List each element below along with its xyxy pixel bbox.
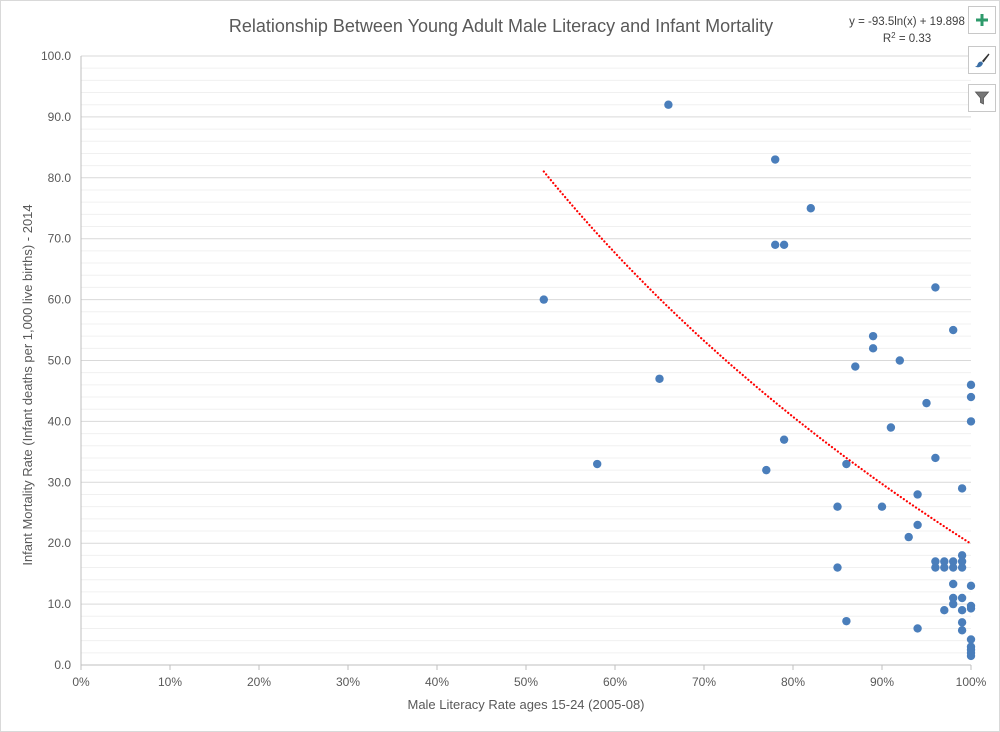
data-point bbox=[664, 100, 673, 109]
y-tick-label: 30.0 bbox=[48, 475, 72, 489]
x-tick-label: 80% bbox=[781, 675, 805, 689]
data-point bbox=[957, 557, 967, 566]
major-gridlines bbox=[81, 55, 971, 605]
data-point bbox=[957, 484, 967, 493]
trendline-equation: y = -93.5ln(x) + 19.898 bbox=[849, 16, 965, 28]
data-point bbox=[931, 557, 940, 566]
data-point bbox=[957, 551, 967, 560]
data-point bbox=[771, 155, 780, 164]
data-point bbox=[539, 295, 548, 304]
data-point bbox=[655, 374, 664, 383]
x-tick-label: 70% bbox=[692, 675, 716, 689]
data-point bbox=[957, 563, 967, 572]
chart-title: Relationship Between Young Adult Male Li… bbox=[229, 16, 773, 36]
brush-icon bbox=[975, 53, 990, 68]
minor-gridlines bbox=[81, 67, 971, 654]
data-point bbox=[895, 356, 904, 365]
y-tick-label: 80.0 bbox=[48, 171, 72, 185]
data-point bbox=[966, 581, 976, 591]
data-point bbox=[957, 593, 967, 603]
data-point bbox=[779, 435, 789, 444]
data-point bbox=[966, 417, 976, 426]
data-point bbox=[886, 423, 896, 432]
data-point bbox=[913, 520, 922, 530]
data-point bbox=[940, 563, 949, 572]
plus-icon bbox=[976, 14, 988, 26]
data-point bbox=[771, 240, 780, 249]
y-tick-label: 60.0 bbox=[48, 293, 72, 307]
y-tick-label: 90.0 bbox=[48, 110, 72, 124]
data-point bbox=[957, 618, 967, 627]
data-point bbox=[949, 557, 958, 566]
data-point bbox=[949, 579, 958, 589]
x-tick-label: 20% bbox=[247, 675, 271, 689]
y-tick-label: 40.0 bbox=[48, 414, 72, 428]
y-tick-label: 70.0 bbox=[48, 232, 72, 246]
data-point bbox=[957, 605, 967, 615]
data-point bbox=[949, 325, 958, 335]
chart-styles-button[interactable] bbox=[968, 46, 996, 74]
data-point bbox=[949, 563, 958, 572]
data-point bbox=[762, 465, 771, 475]
filter-icon bbox=[974, 91, 990, 105]
y-tick-label: 0.0 bbox=[54, 658, 71, 672]
data-point bbox=[842, 459, 851, 469]
x-tick-label: 0% bbox=[72, 675, 90, 689]
x-tick-label: 90% bbox=[870, 675, 894, 689]
data-point bbox=[922, 398, 931, 408]
trendline-layer bbox=[542, 170, 973, 545]
data-point bbox=[842, 616, 851, 626]
data-point bbox=[877, 502, 887, 511]
chart-filters-button[interactable] bbox=[968, 84, 996, 112]
x-tick-label: 60% bbox=[603, 675, 627, 689]
x-tick-label: 50% bbox=[514, 675, 538, 689]
y-tick-labels: 0.0 10.0 20.0 30.0 40.0 50.0 60.0 70.0 80.0 90.0 1… bbox=[41, 49, 71, 672]
x-tick-label: 40% bbox=[425, 675, 449, 689]
data-point bbox=[940, 557, 949, 566]
data-point bbox=[966, 651, 976, 661]
add-chart-element-button[interactable] bbox=[968, 6, 996, 34]
x-tick-label: 100% bbox=[956, 675, 987, 689]
y-tick-label: 20.0 bbox=[48, 536, 72, 550]
x-tick-label: 30% bbox=[336, 675, 360, 689]
y-axis-title: Infant Mortality Rate (Infant deaths per… bbox=[20, 204, 35, 565]
data-point bbox=[949, 599, 958, 609]
data-point bbox=[931, 563, 940, 572]
data-point bbox=[904, 532, 913, 542]
data-point bbox=[966, 635, 976, 644]
data-points bbox=[539, 100, 976, 661]
data-point bbox=[833, 563, 842, 572]
data-point bbox=[949, 593, 958, 603]
data-point bbox=[851, 362, 860, 371]
data-point bbox=[833, 502, 842, 511]
trendline bbox=[542, 170, 973, 545]
x-tick-label: 10% bbox=[158, 675, 182, 689]
data-point bbox=[806, 204, 815, 213]
data-point bbox=[593, 459, 602, 469]
y-tick-label: 10.0 bbox=[48, 597, 72, 611]
data-point bbox=[966, 380, 976, 390]
data-point bbox=[940, 605, 949, 615]
data-point bbox=[966, 392, 976, 402]
data-point bbox=[957, 626, 967, 635]
axes bbox=[80, 56, 972, 670]
data-point bbox=[868, 331, 878, 341]
y-tick-label: 100.0 bbox=[41, 49, 71, 63]
data-point bbox=[913, 624, 922, 633]
data-point bbox=[931, 283, 940, 292]
y-tick-label: 50.0 bbox=[48, 354, 72, 368]
data-point bbox=[966, 604, 976, 613]
x-axis-title: Male Literacy Rate ages 15-24 (2005-08) bbox=[407, 697, 644, 712]
data-point bbox=[779, 240, 789, 249]
trendline-r-squared: R2 = 0.33 bbox=[883, 31, 931, 45]
data-point bbox=[931, 453, 940, 463]
x-tick-labels: 0% 10% 20% 30% 40% 50% 60% 70% 80% 90% 100% bbox=[72, 675, 986, 689]
data-point bbox=[913, 490, 922, 499]
data-point bbox=[868, 344, 878, 353]
